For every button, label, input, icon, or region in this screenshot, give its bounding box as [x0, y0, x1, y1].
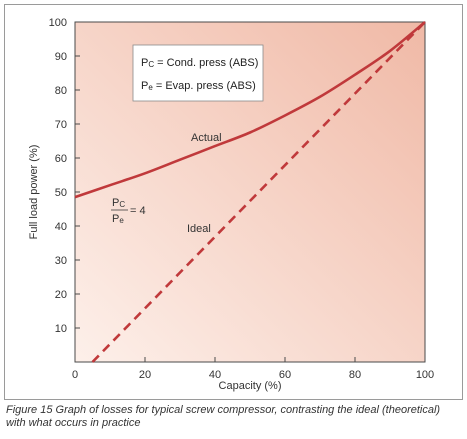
legend: PC = Cond. press (ABS) Pe = Evap. press …: [132, 44, 264, 102]
legend-item-evap: Pe = Evap. press (ABS): [141, 80, 256, 92]
x-tick-label: 40: [209, 369, 221, 381]
x-axis-title: Capacity (%): [219, 380, 282, 392]
figure-caption: Figure 15 Graph of losses for typical sc…: [6, 404, 441, 429]
y-tick-label: 10: [55, 323, 67, 335]
y-axis-title: Full load power (%): [28, 145, 40, 240]
chart: 10 20 30 40 50 60 70 80 90 100 0 20 40 60 80 100 Capac…: [28, 17, 434, 392]
series-line-actual: [74, 20, 426, 199]
x-tick-label: 100: [416, 369, 434, 381]
x-axis: 0 20 40 60 80 100: [72, 357, 434, 381]
ratio-numerator: P: [112, 197, 119, 209]
y-tick-label: 60: [55, 153, 67, 165]
pressure-ratio-annotation: PC Pe = 4: [111, 197, 146, 225]
y-tick-label: 30: [55, 255, 67, 267]
x-tick-label: 20: [139, 369, 151, 381]
y-tick-label: 80: [55, 85, 67, 97]
x-tick-label: 0: [72, 369, 78, 381]
y-axis: 10 20 30 40 50 60 70 80 90 100: [49, 17, 80, 335]
ratio-denominator: P: [112, 213, 119, 225]
x-tick-label: 80: [349, 369, 361, 381]
series-line-ideal: [91, 21, 426, 363]
ideal-label: Ideal: [187, 223, 211, 235]
actual-label: Actual: [191, 132, 222, 144]
y-tick-label: 70: [55, 119, 67, 131]
ratio-numerator-sub: C: [119, 200, 125, 209]
x-tick-label: 60: [279, 369, 291, 381]
y-tick-label: 90: [55, 51, 67, 63]
svg-text:PC: PC: [112, 197, 125, 209]
series-layer: [74, 20, 426, 363]
svg-text:Pe: Pe: [112, 213, 124, 225]
y-tick-label: 100: [49, 17, 67, 29]
y-tick-label: 50: [55, 187, 67, 199]
y-tick-label: 20: [55, 289, 67, 301]
ratio-denominator-sub: e: [119, 216, 124, 225]
ratio-value: = 4: [130, 205, 146, 217]
legend-item-cond: PC = Cond. press (ABS): [141, 57, 258, 69]
legend-box: [132, 44, 264, 102]
y-tick-label: 40: [55, 221, 67, 233]
